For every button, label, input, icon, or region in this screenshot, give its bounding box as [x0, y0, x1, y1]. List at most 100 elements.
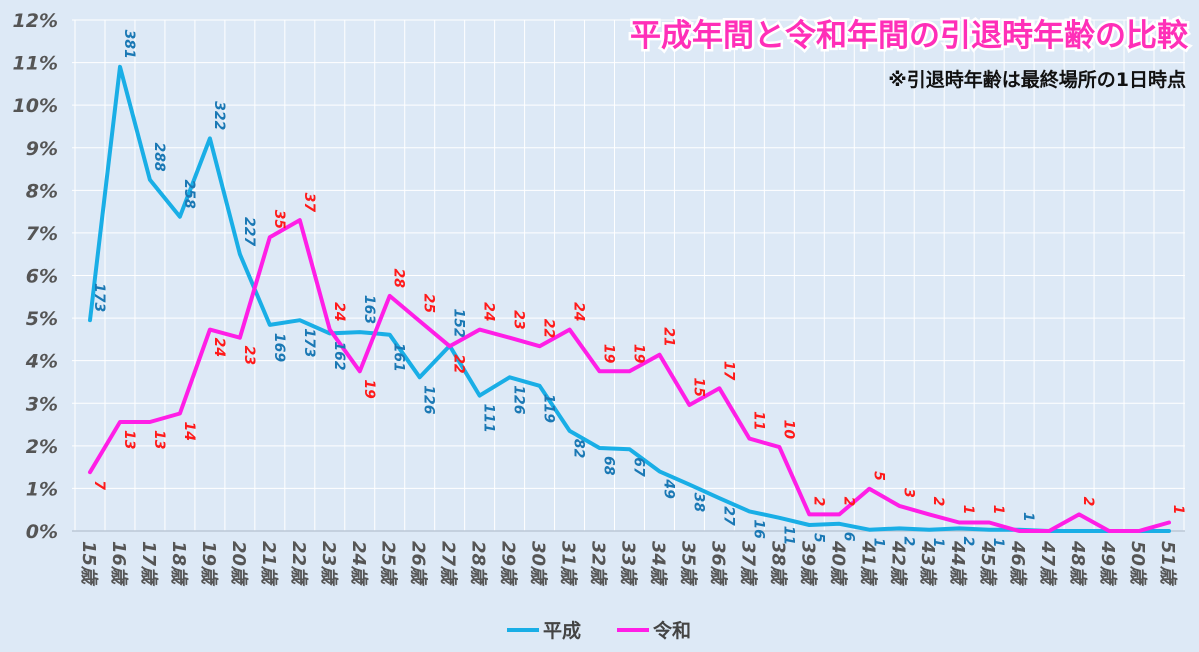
- x-tick-label: 37歳: [737, 541, 758, 587]
- gridlines: [72, 19, 1185, 532]
- data-label: 2: [900, 536, 916, 546]
- x-tick-label: 38歳: [767, 541, 788, 587]
- x-tick-label: 15歳: [78, 541, 99, 587]
- data-label: 2: [810, 497, 826, 507]
- series-lines: [88, 64, 1171, 533]
- x-tick-label: 44歳: [947, 540, 968, 587]
- data-label: 163: [361, 295, 377, 324]
- x-tick-label: 46歳: [1007, 540, 1028, 587]
- x-tick-label: 23歳: [318, 541, 339, 587]
- legend: 平成 令和: [507, 619, 691, 642]
- data-label: 169: [271, 333, 287, 362]
- series-line-1: [88, 218, 1171, 533]
- x-tick-label: 40歳: [827, 540, 848, 587]
- data-label: 1: [960, 505, 976, 515]
- data-label: 381: [121, 30, 137, 59]
- data-label: 7: [91, 480, 107, 490]
- data-label: 23: [511, 310, 527, 329]
- data-label: 161: [391, 343, 407, 372]
- series-line-0: [88, 64, 1171, 533]
- x-tick-label: 27歳: [438, 541, 459, 587]
- data-label: 322: [211, 101, 227, 130]
- x-tick-label: 30歳: [528, 541, 549, 587]
- data-label: 27: [720, 506, 736, 526]
- legend-label: 平成: [543, 619, 581, 642]
- chart-subtitle: ※引退時年齢は最終場所の1日時点: [888, 68, 1186, 91]
- x-tick-label: 25歳: [378, 541, 399, 587]
- data-label: 24: [211, 338, 227, 357]
- data-label: 173: [91, 283, 107, 312]
- data-label: 24: [331, 302, 347, 321]
- data-label: 15: [690, 377, 706, 397]
- x-tick-label: 32歳: [588, 541, 609, 587]
- data-label: 11: [780, 526, 796, 545]
- data-label: 21: [660, 327, 676, 346]
- y-tick-label: 3%: [26, 393, 58, 415]
- y-tick-label: 6%: [26, 266, 58, 288]
- data-label: 22: [541, 319, 557, 338]
- x-tick-label: 18歳: [168, 541, 189, 587]
- data-label: 1: [1020, 512, 1036, 522]
- data-label: 173: [301, 328, 317, 357]
- data-label: 11: [750, 411, 766, 430]
- x-tick-label: 48歳: [1067, 540, 1088, 587]
- data-label: 126: [421, 385, 437, 414]
- data-label: 68: [601, 456, 617, 476]
- data-label: 24: [571, 302, 587, 321]
- x-tick-label: 17歳: [138, 541, 159, 587]
- x-tick-label: 41歳: [857, 540, 878, 587]
- x-tick-label: 20歳: [228, 541, 249, 587]
- x-tick-label: 45歳: [977, 540, 998, 587]
- data-label: 258: [181, 180, 197, 209]
- data-label: 23: [241, 346, 257, 365]
- x-tick-label: 22歳: [288, 541, 309, 587]
- legend-label: 令和: [653, 619, 691, 642]
- chart-title: 平成年間と令和年間の引退時年齢の比較: [630, 18, 1189, 54]
- x-tick-label: 21歳: [258, 541, 279, 587]
- data-label: 288: [151, 142, 167, 171]
- data-label: 1: [990, 505, 1006, 515]
- data-label: 17: [720, 361, 736, 381]
- data-label: 111: [481, 404, 497, 433]
- data-label: 24: [481, 302, 497, 321]
- data-label: 152: [451, 309, 467, 338]
- y-tick-label: 4%: [25, 351, 58, 373]
- y-tick-label: 9%: [26, 138, 58, 160]
- data-label: 162: [331, 341, 347, 370]
- data-label: 227: [241, 217, 257, 246]
- data-label: 38: [690, 493, 706, 513]
- x-tick-label: 34歳: [647, 541, 668, 587]
- x-tick-label: 35歳: [677, 541, 698, 587]
- data-label: 49: [660, 478, 676, 499]
- x-tick-label: 16歳: [108, 541, 129, 587]
- y-tick-label: 0%: [26, 521, 58, 543]
- data-label: 1: [990, 538, 1006, 548]
- x-tick-label: 49歳: [1097, 540, 1118, 587]
- x-axis: 15歳 16歳 17歳 18歳 19歳 20歳 21歳 22歳 23歳 24歳 25歳 26歳 27歳 2…: [78, 540, 1178, 587]
- y-tick-label: 7%: [26, 223, 58, 245]
- y-axis: 0% 1% 2% 3% 4% 5% 6% 7% 8% 9% 10% 11% 12%: [13, 10, 58, 543]
- x-tick-label: 43歳: [917, 540, 938, 587]
- data-label: 28: [391, 268, 407, 288]
- x-tick-label: 29歳: [498, 541, 519, 587]
- y-tick-label: 10%: [13, 95, 58, 117]
- data-label: 19: [361, 379, 377, 399]
- data-label: 5: [870, 471, 886, 481]
- data-label: 19: [631, 344, 647, 364]
- data-label: 19: [601, 344, 617, 364]
- data-label: 67: [631, 457, 647, 477]
- y-tick-label: 2%: [26, 436, 58, 458]
- y-tick-label: 11%: [13, 53, 58, 75]
- x-tick-label: 42歳: [887, 540, 908, 587]
- data-label: 14: [181, 421, 197, 440]
- data-label: 16: [750, 519, 766, 539]
- data-label: 2: [930, 497, 946, 507]
- data-label: 119: [541, 394, 557, 423]
- x-tick-label: 36歳: [707, 541, 728, 587]
- data-label: 2: [960, 536, 976, 546]
- y-tick-label: 1%: [26, 478, 58, 500]
- data-label: 5: [810, 533, 826, 543]
- data-label: 126: [511, 385, 527, 414]
